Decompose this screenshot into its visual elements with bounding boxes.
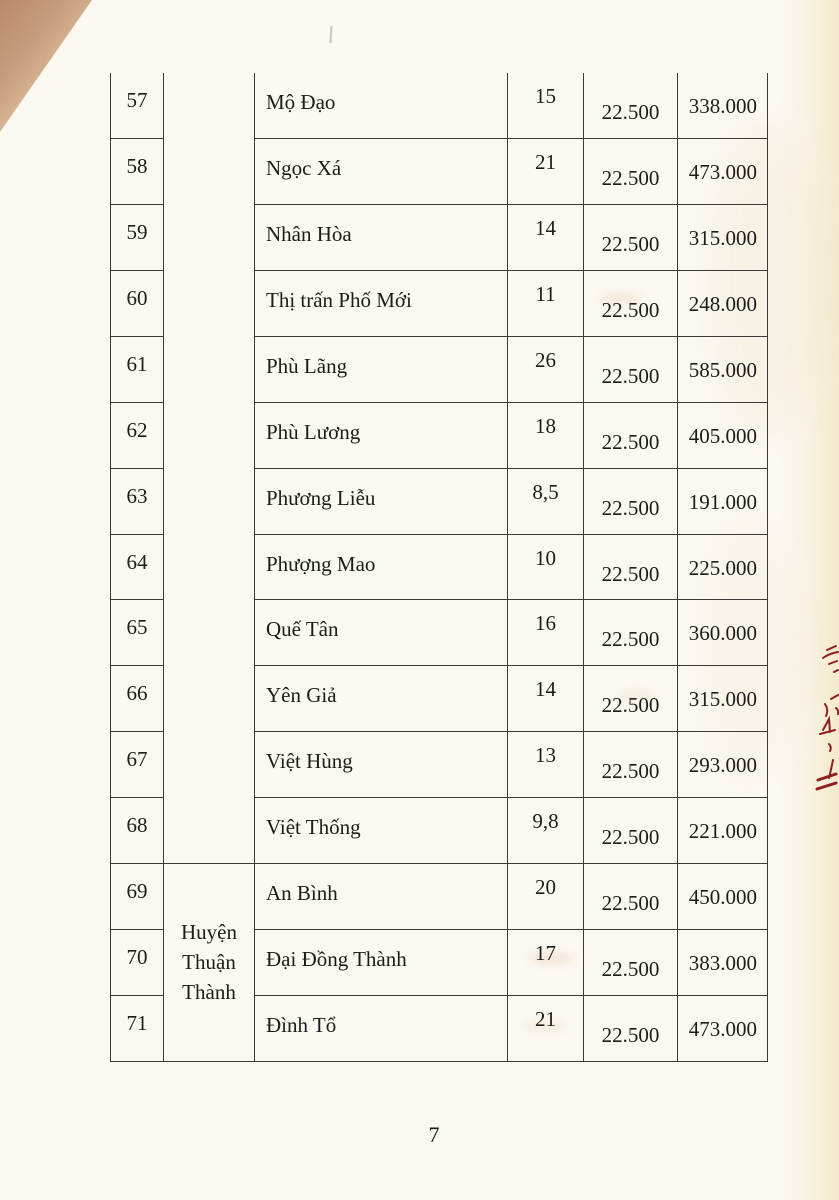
unit-price-cell: 22.500 xyxy=(584,666,678,733)
row-number-cell: 69 xyxy=(110,864,164,931)
commune-name-cell: Việt Hùng xyxy=(255,732,508,799)
row-number-cell: 60 xyxy=(110,270,164,337)
row-number-cell: 70 xyxy=(110,930,164,997)
row-number-cell: 71 xyxy=(110,996,164,1062)
quantity-cell: 9,8 xyxy=(508,798,584,865)
quantity-cell: 15 xyxy=(508,73,584,139)
unit-price-cell: 22.500 xyxy=(584,336,678,403)
quantity-cell: 21 xyxy=(508,996,584,1062)
district-label-line: Huyện xyxy=(181,919,237,944)
row-number-cell: 65 xyxy=(110,600,164,667)
commune-name-cell: Ngọc Xá xyxy=(255,138,508,205)
quantity-cell: 26 xyxy=(508,336,584,403)
row-number-cell: 64 xyxy=(110,534,164,601)
unit-price-cell: 22.500 xyxy=(584,732,678,799)
total-amount-cell: 473.000 xyxy=(678,138,768,205)
price-table: 57 Mộ Đạo 15 22.500 338.000 58 Ngọc Xá 21 22.500… xyxy=(110,73,768,1062)
unit-price-cell: 22.500 xyxy=(584,798,678,865)
total-amount-cell: 383.000 xyxy=(678,930,768,997)
total-amount-cell: 585.000 xyxy=(678,336,768,403)
quantity-cell: 16 xyxy=(508,600,584,667)
total-amount-cell: 450.000 xyxy=(678,864,768,931)
commune-name-cell: Phượng Mao xyxy=(255,534,508,601)
row-number-cell: 59 xyxy=(110,204,164,271)
quantity-cell: 18 xyxy=(508,402,584,469)
row-number-cell: 58 xyxy=(110,138,164,205)
quantity-cell: 13 xyxy=(508,732,584,799)
commune-name-cell: Quế Tân xyxy=(255,600,508,667)
unit-price-cell: 22.500 xyxy=(584,930,678,997)
row-number-cell: 61 xyxy=(110,336,164,403)
quantity-cell: 14 xyxy=(508,666,584,733)
row-number-cell: 67 xyxy=(110,732,164,799)
total-amount-cell: 315.000 xyxy=(678,204,768,271)
row-number-cell: 57 xyxy=(110,73,164,139)
quantity-cell: 14 xyxy=(508,204,584,271)
quantity-cell: 8,5 xyxy=(508,468,584,535)
district-cell: Huyện Thuận Thành xyxy=(164,864,255,1062)
district-cell-empty xyxy=(164,73,255,865)
commune-name-cell: Thị trấn Phố Mới xyxy=(255,270,508,337)
commune-name-cell: Phương Liễu xyxy=(255,468,508,535)
page-number: 7 xyxy=(428,1122,440,1147)
quantity-cell: 10 xyxy=(508,534,584,601)
district-label-line: Thuận xyxy=(182,949,236,974)
quantity-cell: 21 xyxy=(508,138,584,205)
unit-price-cell: 22.500 xyxy=(584,73,678,139)
scan-corner-wedge xyxy=(0,0,92,132)
total-amount-cell: 225.000 xyxy=(678,534,768,601)
commune-name-cell: Đình Tổ xyxy=(255,996,508,1062)
total-amount-cell: 338.000 xyxy=(678,73,768,139)
unit-price-cell: 22.500 xyxy=(584,468,678,535)
unit-price-cell: 22.500 xyxy=(584,600,678,667)
district-label-line: Thành xyxy=(182,979,236,1004)
commune-name-cell: Mộ Đạo xyxy=(255,73,508,139)
commune-name-cell: Nhân Hòa xyxy=(255,204,508,271)
quantity-cell: 11 xyxy=(508,270,584,337)
total-amount-cell: 191.000 xyxy=(678,468,768,535)
total-amount-cell: 473.000 xyxy=(678,996,768,1062)
unit-price-cell: 22.500 xyxy=(584,270,678,337)
total-amount-cell: 221.000 xyxy=(678,798,768,865)
commune-name-cell: Đại Đồng Thành xyxy=(255,930,508,997)
commune-name-cell: Việt Thống xyxy=(255,798,508,865)
row-number-cell: 66 xyxy=(110,666,164,733)
commune-name-cell: Phù Lãng xyxy=(255,336,508,403)
row-number-cell: 63 xyxy=(110,468,164,535)
unit-price-cell: 22.500 xyxy=(584,534,678,601)
scan-mark xyxy=(329,25,333,44)
commune-name-cell: An Bình xyxy=(255,864,508,931)
quantity-cell: 17 xyxy=(508,930,584,997)
unit-price-cell: 22.500 xyxy=(584,204,678,271)
unit-price-cell: 22.500 xyxy=(584,864,678,931)
unit-price-cell: 22.500 xyxy=(584,402,678,469)
unit-price-cell: 22.500 xyxy=(584,996,678,1062)
scan-edge-tint xyxy=(777,0,839,1200)
total-amount-cell: 315.000 xyxy=(678,666,768,733)
commune-name-cell: Yên Giả xyxy=(255,666,508,733)
total-amount-cell: 293.000 xyxy=(678,732,768,799)
quantity-cell: 20 xyxy=(508,864,584,931)
total-amount-cell: 248.000 xyxy=(678,270,768,337)
row-number-cell: 62 xyxy=(110,402,164,469)
total-amount-cell: 405.000 xyxy=(678,402,768,469)
red-handwriting-margin-note xyxy=(815,645,839,791)
total-amount-cell: 360.000 xyxy=(678,600,768,667)
unit-price-cell: 22.500 xyxy=(584,138,678,205)
commune-name-cell: Phù Lương xyxy=(255,402,508,469)
row-number-cell: 68 xyxy=(110,798,164,865)
